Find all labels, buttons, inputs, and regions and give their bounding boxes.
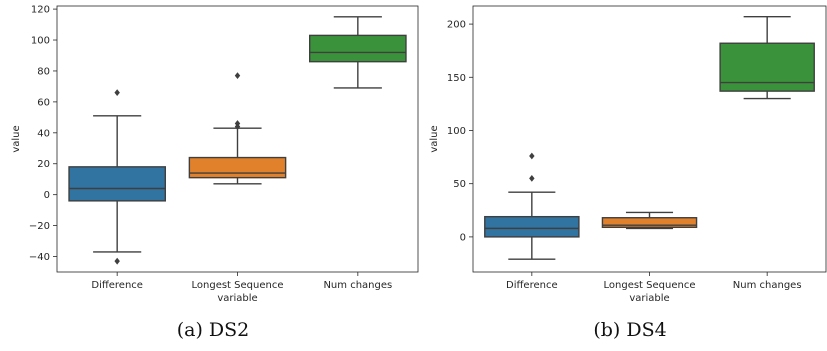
y-tick-label: 40	[37, 128, 50, 139]
y-tick-label: 120	[31, 5, 50, 16]
chart-panel-a: −40 −20 0 20 40 60 80 100 120 Difference Longest S…	[11, 5, 419, 341]
outlier-point	[529, 152, 535, 160]
y-tick-label: 200	[447, 20, 466, 31]
y-tick-label: 0	[460, 232, 466, 243]
x-tick-label: Num changes	[323, 280, 392, 291]
outlier-point	[114, 89, 120, 97]
axes-frame	[472, 5, 827, 273]
y-tick-label: 50	[453, 179, 466, 190]
box-difference	[68, 166, 167, 202]
x-axis-label: variable	[217, 293, 257, 304]
box-longest-sequence	[601, 217, 698, 229]
y-axis-label: value	[429, 125, 440, 152]
y-tick-label: 100	[447, 126, 466, 137]
y-tick-label: 60	[37, 97, 50, 108]
outlier-point	[114, 257, 120, 265]
box-num-changes	[719, 42, 815, 92]
x-tick-label: Longest Sequence	[604, 280, 696, 291]
y-axis-label: value	[11, 125, 22, 152]
x-tick-label: Longest Sequence	[192, 280, 284, 291]
box-longest-sequence	[188, 156, 287, 179]
box-num-changes	[309, 34, 407, 63]
figure-caption: (a) DS2	[177, 319, 250, 341]
y-tick-label: 80	[37, 66, 50, 77]
outlier-point	[529, 174, 535, 182]
axes-frame	[56, 5, 419, 273]
chart-panel-b: 0 50 100 150 200 Difference Longest Sequence Nu…	[429, 5, 827, 341]
y-tick-label: 20	[37, 159, 50, 170]
y-tick-label: −20	[29, 221, 50, 232]
y-tick-label: 150	[447, 73, 466, 84]
x-tick-label: Num changes	[733, 280, 802, 291]
x-tick-label: Difference	[506, 280, 558, 291]
figure-caption: (b) DS4	[593, 319, 666, 341]
y-tick-label: −40	[29, 252, 50, 263]
outlier-point	[234, 72, 241, 79]
x-tick-label: Difference	[91, 280, 143, 291]
y-tick-label: 0	[44, 190, 50, 201]
x-axis-label: variable	[629, 293, 669, 304]
outlier-point	[234, 123, 241, 131]
box-difference	[484, 215, 580, 238]
y-tick-label: 100	[31, 36, 50, 47]
